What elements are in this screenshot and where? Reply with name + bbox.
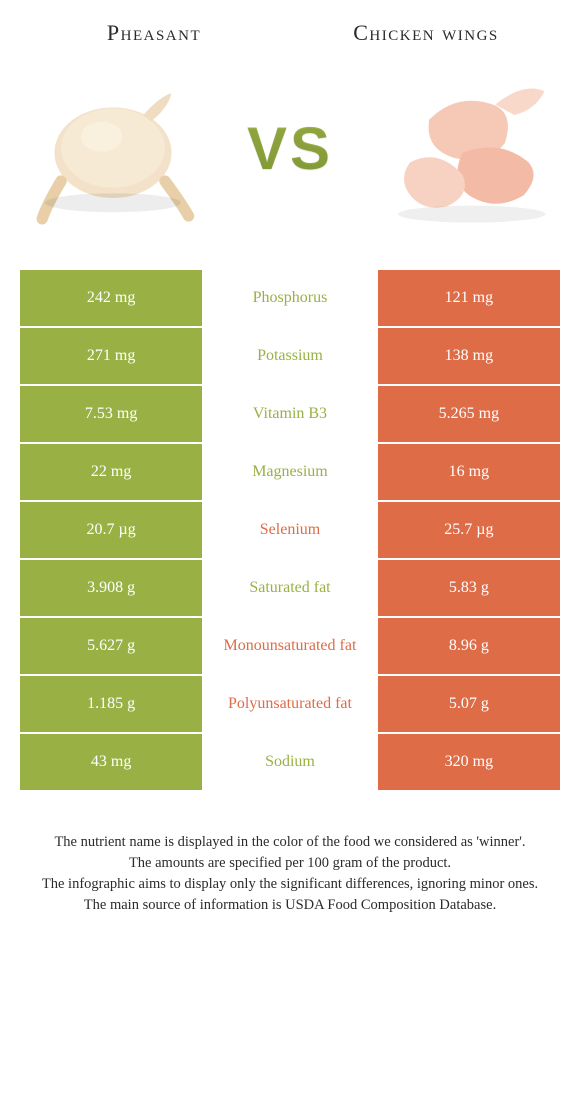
nutrient-row: 3.908 gSaturated fat5.83 g xyxy=(19,559,561,617)
right-value: 8.96 g xyxy=(377,617,561,675)
nutrient-row: 20.7 µgSelenium25.7 µg xyxy=(19,501,561,559)
vs-label: VS xyxy=(247,114,333,183)
right-value: 121 mg xyxy=(377,269,561,327)
header: Pheasant Chicken wings xyxy=(18,20,562,46)
nutrient-row: 22 mgMagnesium16 mg xyxy=(19,443,561,501)
nutrient-name: Monounsaturated fat xyxy=(203,617,376,675)
nutrient-table: 242 mgPhosphorus121 mg271 mgPotassium138… xyxy=(18,268,562,792)
right-value: 138 mg xyxy=(377,327,561,385)
nutrient-row: 1.185 gPolyunsaturated fat5.07 g xyxy=(19,675,561,733)
nutrient-name: Vitamin B3 xyxy=(203,385,376,443)
right-value: 16 mg xyxy=(377,443,561,501)
food-left-image xyxy=(18,58,208,238)
footer-line: The amounts are specified per 100 gram o… xyxy=(22,853,558,874)
left-value: 43 mg xyxy=(19,733,203,791)
left-value: 22 mg xyxy=(19,443,203,501)
footer-line: The infographic aims to display only the… xyxy=(22,874,558,895)
left-value: 3.908 g xyxy=(19,559,203,617)
nutrient-name: Saturated fat xyxy=(203,559,376,617)
nutrient-row: 7.53 mgVitamin B35.265 mg xyxy=(19,385,561,443)
left-value: 7.53 mg xyxy=(19,385,203,443)
left-value: 20.7 µg xyxy=(19,501,203,559)
food-right-title: Chicken wings xyxy=(290,20,562,46)
nutrient-row: 43 mgSodium320 mg xyxy=(19,733,561,791)
nutrient-name: Potassium xyxy=(203,327,376,385)
right-value: 5.83 g xyxy=(377,559,561,617)
footer-notes: The nutrient name is displayed in the co… xyxy=(18,832,562,916)
nutrient-name: Selenium xyxy=(203,501,376,559)
right-value: 320 mg xyxy=(377,733,561,791)
food-left-title: Pheasant xyxy=(18,20,290,46)
footer-line: The main source of information is USDA F… xyxy=(22,895,558,916)
nutrient-row: 5.627 gMonounsaturated fat8.96 g xyxy=(19,617,561,675)
nutrient-row: 242 mgPhosphorus121 mg xyxy=(19,269,561,327)
left-value: 242 mg xyxy=(19,269,203,327)
right-value: 5.265 mg xyxy=(377,385,561,443)
nutrient-name: Magnesium xyxy=(203,443,376,501)
nutrient-row: 271 mgPotassium138 mg xyxy=(19,327,561,385)
left-value: 5.627 g xyxy=(19,617,203,675)
food-right-image xyxy=(372,58,562,238)
nutrient-name: Sodium xyxy=(203,733,376,791)
right-value: 5.07 g xyxy=(377,675,561,733)
footer-line: The nutrient name is displayed in the co… xyxy=(22,832,558,853)
right-value: 25.7 µg xyxy=(377,501,561,559)
left-value: 271 mg xyxy=(19,327,203,385)
vs-row: VS xyxy=(18,58,562,238)
left-value: 1.185 g xyxy=(19,675,203,733)
nutrient-name: Phosphorus xyxy=(203,269,376,327)
nutrient-name: Polyunsaturated fat xyxy=(203,675,376,733)
